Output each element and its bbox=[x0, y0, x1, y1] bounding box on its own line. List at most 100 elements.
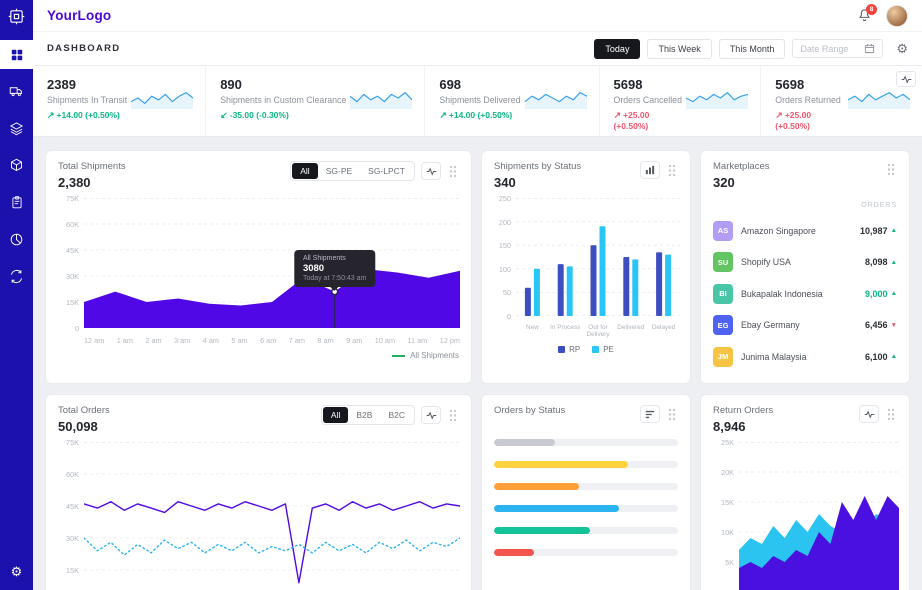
y-axis-label: 45K bbox=[66, 502, 79, 511]
activity-icon bbox=[426, 166, 436, 176]
filter-b2b-button[interactable]: B2B bbox=[348, 407, 380, 423]
sidebar-item-shipments[interactable] bbox=[0, 77, 33, 106]
y-axis-labels: 25K 20K 15K 10K 5K bbox=[713, 438, 739, 590]
kpi-sparkline bbox=[686, 91, 749, 109]
pie-chart-icon bbox=[10, 233, 23, 246]
kpi-value: 5698 bbox=[613, 77, 643, 92]
marketplace-orders: 6,100 bbox=[865, 351, 888, 362]
marketplace-name: Bukapalak Indonesia bbox=[741, 288, 823, 299]
sort-icon-button[interactable] bbox=[640, 405, 660, 423]
kpi-delta: ↗ +14.00 (+0.50%) bbox=[439, 110, 513, 120]
marketplace-badge: JM bbox=[713, 346, 733, 367]
kpi-sparkline bbox=[524, 91, 587, 109]
sidebar-item-inventory[interactable] bbox=[0, 114, 33, 143]
filter-all-button[interactable]: All bbox=[322, 407, 349, 423]
kpi-sparkline bbox=[848, 91, 911, 109]
kpi-label: Shipments in Custom Clearance bbox=[220, 95, 347, 105]
marketplace-orders: 6,456 bbox=[865, 320, 888, 330]
sidebar-item-dashboard[interactable] bbox=[0, 40, 33, 69]
activity-icon-button[interactable] bbox=[896, 71, 916, 87]
marketplace-name: Amazon Singapore bbox=[741, 225, 816, 236]
axis-label: 3 am bbox=[174, 336, 191, 345]
date-range-input[interactable] bbox=[800, 43, 859, 54]
status-bar-track bbox=[494, 505, 678, 512]
kebab-menu-icon[interactable] bbox=[447, 163, 459, 180]
trend-triangle-icon: ▲ bbox=[890, 258, 897, 266]
kpi-delta: ↗ +25.00 (+0.50%) bbox=[613, 110, 650, 131]
total-orders-line-chart bbox=[83, 442, 461, 584]
activity-icon-button[interactable] bbox=[421, 406, 441, 424]
marketplaces-card: Marketplaces 320 ORDERS AS Amazon Singap… bbox=[700, 150, 910, 384]
axis-label: New bbox=[526, 324, 539, 331]
trend-triangle-icon: ▲ bbox=[890, 353, 897, 360]
filter-this-week-button[interactable]: This Week bbox=[647, 38, 712, 59]
kpi-delta: ↗ +25.00 (+0.50%) bbox=[775, 110, 812, 131]
truck-icon bbox=[9, 87, 22, 97]
filter-sg-lpct-button[interactable]: SG-LPCT bbox=[360, 163, 413, 179]
marketplace-row[interactable]: SU Shopify USA 8,098 ▲ bbox=[713, 252, 897, 272]
marketplace-orders: 10,987 bbox=[860, 225, 888, 236]
settings-icon[interactable]: ⚙ bbox=[10, 564, 23, 579]
filter-all-button[interactable]: All bbox=[292, 163, 318, 179]
user-avatar[interactable] bbox=[886, 4, 908, 27]
kebab-menu-icon[interactable] bbox=[885, 161, 897, 178]
shipments-by-status-card: Shipments by Status 340 250 200 150 100 50 0 bbox=[481, 150, 691, 384]
x-axis-labels: New In Process Out for Delivery Delivered De… bbox=[516, 324, 680, 339]
y-axis-labels: 250 200 150 100 50 0 bbox=[494, 194, 516, 321]
marketplace-row[interactable]: BI Bukapalak Indonesia 9,000 ▲ bbox=[713, 283, 897, 304]
filter-today-button[interactable]: Today bbox=[594, 38, 641, 59]
marketplace-badge: BI bbox=[713, 283, 733, 304]
y-axis-label: 15K bbox=[66, 298, 79, 307]
orders-filter-segment: All B2B B2C bbox=[320, 405, 415, 425]
status-bar-fill bbox=[494, 439, 555, 446]
tooltip-value: 3080 bbox=[302, 262, 325, 274]
marketplace-row[interactable]: AS Amazon Singapore 10,987 ▲ bbox=[713, 220, 897, 241]
y-axis-label: 100 bbox=[498, 264, 511, 274]
y-axis-label: 200 bbox=[498, 217, 511, 227]
activity-icon bbox=[426, 410, 436, 420]
card-title: Total Orders bbox=[58, 405, 110, 416]
kpi-value: 698 bbox=[439, 77, 462, 92]
marketplace-orders: 8,098 bbox=[865, 257, 888, 267]
axis-label: 7 am bbox=[288, 336, 305, 345]
status-bar-track bbox=[494, 461, 678, 468]
calendar-icon bbox=[865, 43, 875, 54]
sidebar-item-packages[interactable] bbox=[0, 151, 33, 180]
kebab-menu-icon[interactable] bbox=[447, 407, 459, 424]
y-axis-label: 15K bbox=[66, 566, 79, 575]
date-range-picker[interactable] bbox=[792, 39, 884, 58]
card-value: 50,098 bbox=[58, 419, 98, 434]
status-bar-fill bbox=[494, 461, 629, 468]
y-axis-label: 30K bbox=[66, 272, 79, 281]
filter-this-month-button[interactable]: This Month bbox=[718, 38, 786, 59]
x-axis-labels: 12 am 1 am 2 am 3 am 4 am 5 am 6 am 7 am 8 am 9 a… bbox=[84, 336, 460, 345]
filter-sg-pe-button[interactable]: SG-PE bbox=[318, 163, 360, 179]
status-bar-fill bbox=[494, 483, 579, 490]
kebab-menu-icon[interactable] bbox=[885, 406, 897, 423]
bar-chart-icon-button[interactable] bbox=[640, 161, 660, 179]
activity-icon-button[interactable] bbox=[859, 405, 879, 423]
notifications-button[interactable]: 8 bbox=[857, 4, 877, 23]
top-bar: YourLogo 8 bbox=[33, 0, 922, 32]
marketplace-row[interactable]: JM Junima Malaysia 6,100 ▲ bbox=[713, 346, 897, 367]
kebab-menu-icon[interactable] bbox=[666, 406, 678, 423]
card-value: 2,380 bbox=[58, 175, 91, 190]
sidebar-item-sync[interactable] bbox=[0, 262, 33, 291]
axis-label: 1 am bbox=[116, 336, 133, 345]
sidebar-item-orders[interactable] bbox=[0, 188, 33, 217]
sidebar-item-reports[interactable] bbox=[0, 225, 33, 254]
marketplace-row[interactable]: EG Ebay Germany 6,456 ▼ bbox=[713, 315, 897, 335]
dashboard-settings-icon[interactable]: ⚙ bbox=[896, 40, 908, 56]
kpi-label: Shipments In Transit bbox=[47, 95, 128, 105]
kpi-value: 5698 bbox=[775, 77, 805, 92]
kebab-menu-icon[interactable] bbox=[666, 162, 678, 179]
axis-label: 8 am bbox=[317, 336, 334, 345]
card-title: Orders by Status bbox=[494, 405, 566, 416]
drag-dots-icon bbox=[887, 408, 895, 420]
axis-label: 6 am bbox=[260, 336, 277, 345]
filter-b2c-button[interactable]: B2C bbox=[380, 407, 413, 423]
y-axis-label: 20K bbox=[721, 468, 734, 477]
marketplace-name: Shopify USA bbox=[741, 257, 791, 267]
app-logo-icon[interactable] bbox=[0, 0, 33, 32]
activity-icon-button[interactable] bbox=[421, 162, 441, 180]
